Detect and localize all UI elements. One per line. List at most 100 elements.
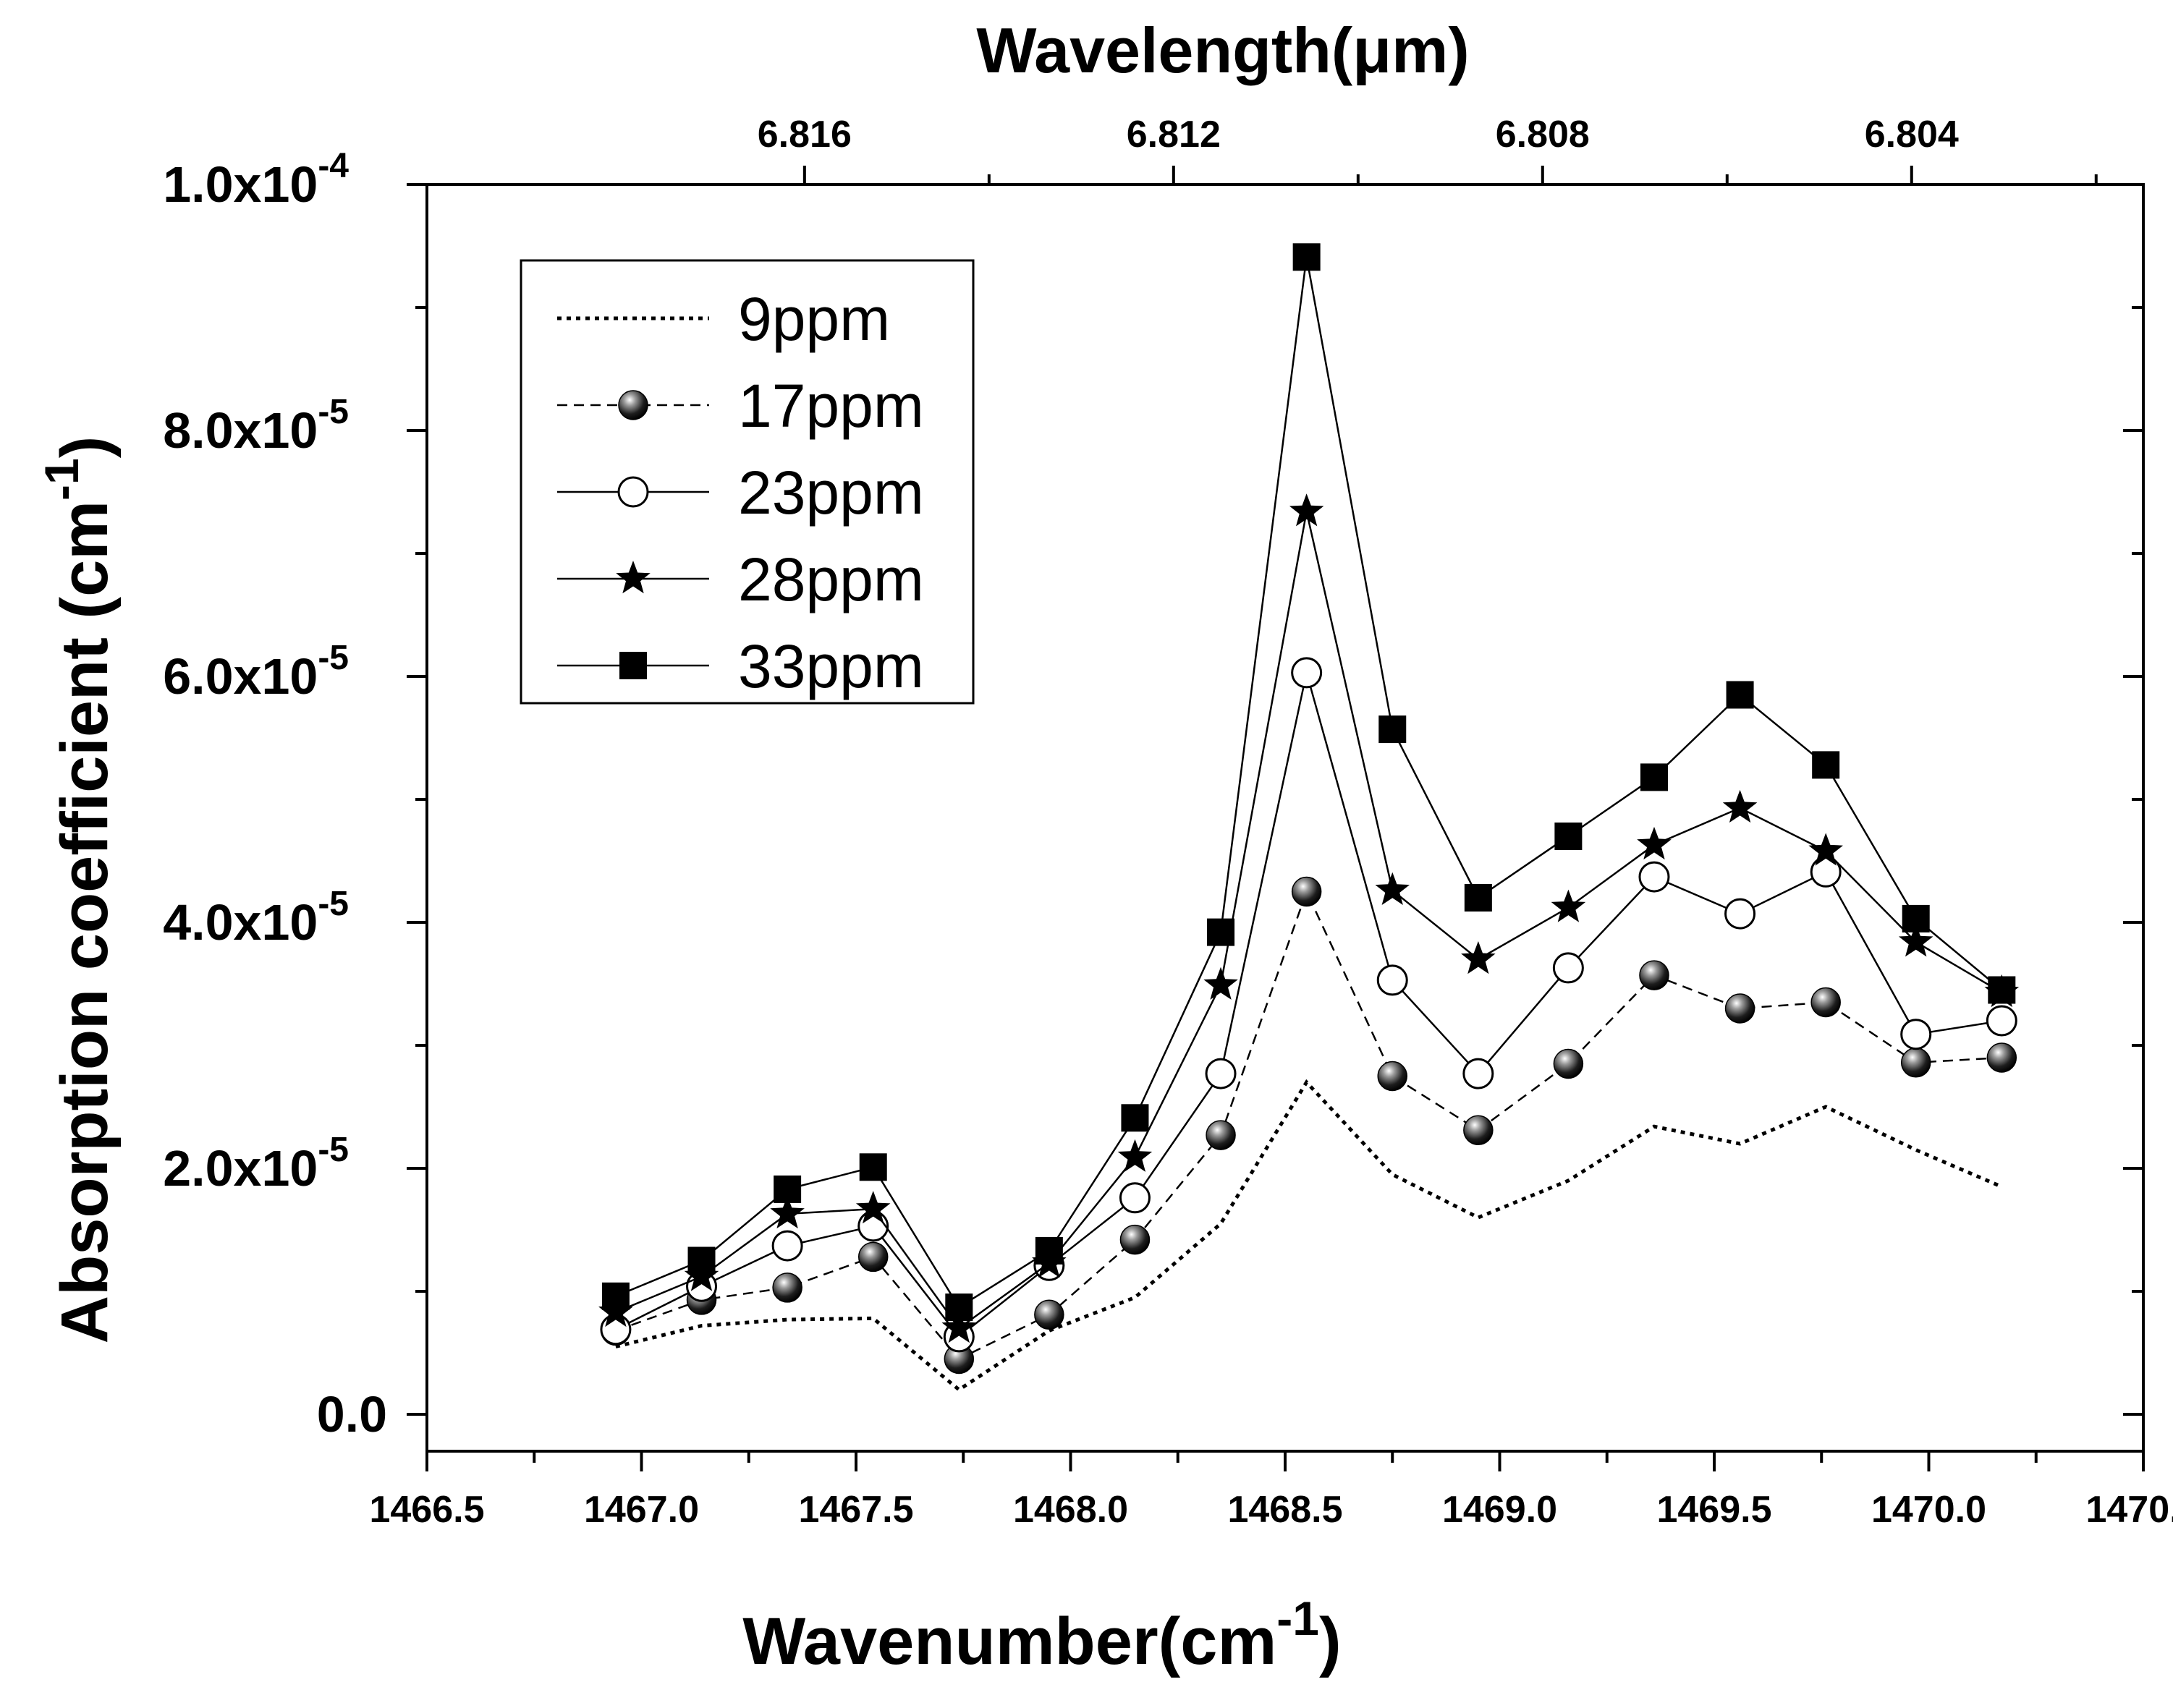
x-axis: 1466.5 1467.0 1467.5 1468.0 1468.5 1469.0 1469…: [369, 1451, 2173, 1531]
data-point: [855, 1191, 891, 1224]
data-point: [598, 1293, 633, 1327]
data-point: [774, 1175, 802, 1203]
data-point: [857, 1241, 889, 1272]
data-point: [1206, 1120, 1236, 1150]
data-point: [1986, 1005, 2017, 1037]
y-tick-mantissa: 4.0x10: [163, 894, 318, 951]
x-axis-title-tail: ): [1319, 1605, 1342, 1678]
legend-marker: [616, 561, 651, 594]
data-point: [1812, 751, 1840, 779]
x-tick-label: 1469.5: [1656, 1489, 1771, 1531]
legend-entry: 17ppm: [557, 372, 924, 440]
y-tick-mantissa: 8.0x10: [163, 402, 318, 459]
legend: 9ppm 17ppm 23ppm 28ppm 33ppm: [520, 259, 975, 705]
y-tick-label: 2.0x10-5: [163, 1131, 349, 1197]
top-tick-label: 6.812: [1127, 114, 1221, 156]
data-point: [941, 1310, 977, 1343]
data-point: [1289, 493, 1324, 527]
series-28ppm: [598, 493, 2020, 1343]
y-tick-label: 1.0x10-4: [163, 147, 349, 213]
data-point: [1988, 976, 2016, 1004]
top-axis-title: Wavelength(μm): [976, 14, 1469, 86]
y-tick-mantissa: 6.0x10: [163, 648, 318, 705]
series-line: [615, 889, 2002, 1361]
series-33ppm: [601, 243, 2016, 1322]
x-tick-label: 1467.0: [584, 1489, 699, 1531]
x-tick-label: 1467.5: [798, 1489, 913, 1531]
data-point: [1552, 952, 1584, 984]
data-point: [1377, 1061, 1407, 1092]
x-tick-label: 1470.5: [2085, 1489, 2173, 1531]
data-point: [1722, 789, 1758, 823]
x-tick-label: 1466.5: [369, 1489, 484, 1531]
top-tick-label: 6.816: [758, 114, 852, 156]
series-9ppm: [615, 1079, 2003, 1393]
legend-label: 23ppm: [738, 459, 924, 527]
x-tick-label: 1468.5: [1227, 1489, 1342, 1531]
data-point: [1724, 898, 1756, 930]
data-point: [1376, 964, 1408, 996]
data-point: [1640, 763, 1668, 791]
data-point: [1551, 889, 1586, 922]
series-layer: [598, 243, 2020, 1393]
data-point: [601, 1282, 630, 1310]
data-point: [1462, 1058, 1494, 1089]
top-tick-label: 6.804: [1865, 114, 1959, 156]
data-point: [772, 1272, 802, 1303]
legend-label: 33ppm: [738, 632, 924, 700]
data-point: [1378, 715, 1407, 744]
y-tick-mantissa: 2.0x10: [163, 1140, 318, 1197]
legend-label: 28ppm: [738, 545, 924, 613]
y-axis: 0.02.0x10-54.0x10-56.0x10-58.0x10-51.0x1…: [163, 147, 2143, 1443]
series-line: [615, 1079, 2003, 1393]
data-point: [1119, 1224, 1151, 1255]
data-point: [1638, 861, 1670, 893]
y-axis-title-main: Absorption coefficient (cm: [48, 501, 122, 1343]
data-point: [859, 1153, 887, 1181]
data-point: [1463, 1115, 1494, 1146]
legend-marker: [618, 390, 648, 420]
series-17ppm: [601, 876, 2017, 1375]
x-tick-label: 1468.0: [1013, 1489, 1128, 1531]
data-point: [1637, 826, 1672, 860]
data-point: [1035, 1236, 1063, 1265]
legend-label: 17ppm: [738, 372, 924, 440]
data-point: [1902, 904, 1930, 932]
data-point: [1724, 993, 1755, 1024]
series-line: [615, 672, 2002, 1338]
data-point: [1900, 1048, 1931, 1078]
data-point: [1291, 876, 1322, 907]
legend-entry: 23ppm: [557, 459, 924, 527]
y-tick-exponent: -5: [318, 393, 349, 431]
y-tick-exponent: -5: [318, 1131, 349, 1169]
data-point: [1121, 1104, 1149, 1132]
data-point: [1034, 1299, 1064, 1330]
top-tick-label: 6.808: [1496, 114, 1590, 156]
data-point: [1808, 833, 1843, 866]
data-point: [1810, 987, 1841, 1018]
data-point: [1461, 941, 1496, 974]
data-point: [1554, 823, 1583, 850]
x-axis-title: Wavenumber(cm-1): [742, 1592, 1341, 1678]
data-point: [1464, 884, 1492, 912]
legend-entry: 9ppm: [557, 285, 890, 353]
y-tick-label: 0.0: [317, 1386, 387, 1443]
legend-marker: [619, 652, 647, 679]
y-tick-label: 6.0x10-5: [163, 639, 349, 705]
data-point: [1986, 1042, 2017, 1073]
data-point: [1900, 1019, 1932, 1050]
data-point: [945, 1293, 973, 1322]
data-point: [1553, 1048, 1584, 1079]
data-point: [1639, 960, 1669, 990]
series-23ppm: [600, 657, 2017, 1353]
y-axis-title-tail: ): [48, 436, 122, 459]
data-point: [1203, 966, 1238, 1000]
data-point: [687, 1246, 716, 1275]
y-tick-exponent: -5: [318, 639, 349, 677]
data-point: [1291, 657, 1323, 689]
x-axis-title-main: Wavenumber(cm: [742, 1605, 1276, 1678]
y-tick-exponent: -5: [318, 885, 349, 923]
y-tick-label: 8.0x10-5: [163, 393, 349, 459]
data-point: [770, 1195, 805, 1229]
